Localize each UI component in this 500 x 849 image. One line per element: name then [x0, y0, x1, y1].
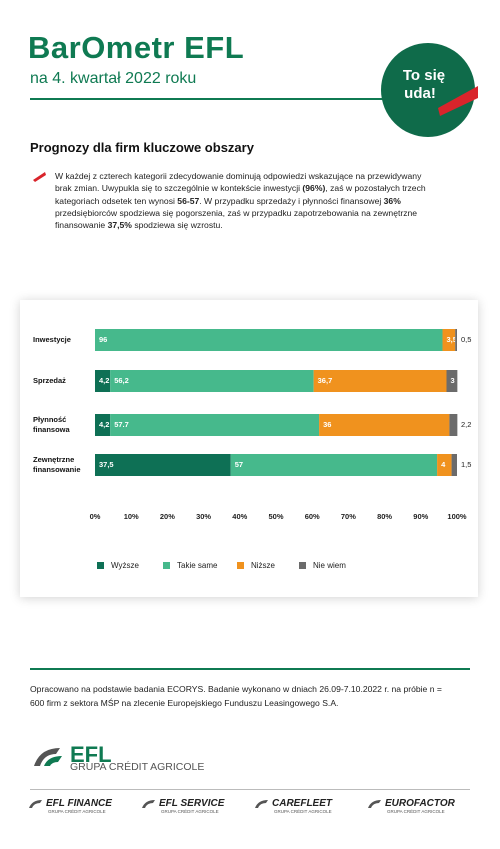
paragraph-text: przedsiębiorców spodziewa się pogorszeni…: [55, 207, 418, 231]
paragraph-text: spodziewa się wzrostu.: [131, 220, 223, 231]
paragraph-text: , zaś w pozostałych trzech kategoriach o…: [55, 183, 426, 206]
paragraph-bold: 56-57: [177, 195, 200, 206]
badge-text: uda!: [404, 85, 436, 102]
x-tick-label: 30%: [196, 512, 211, 521]
bar-segment: [110, 370, 314, 392]
bar-segment: [95, 370, 111, 392]
chart: 0% 10% 20% 30% 40% 50% 60% 70% 80% 90% 100% 96 3,5 0,…: [90, 329, 471, 570]
brand-name: CAREFLEET: [272, 798, 332, 809]
x-tick-label: 0%: [90, 512, 101, 521]
value-label: 1,5: [461, 460, 471, 469]
value-label: 57.7: [114, 420, 129, 429]
legend-label: Wyższe: [111, 561, 139, 570]
bar-segment: [451, 454, 457, 476]
x-tick-label: 100%: [447, 512, 467, 521]
bar-segment: [449, 414, 458, 436]
subtitle: na 4. kwartał 2022 roku: [30, 70, 197, 87]
x-tick-label: 80%: [377, 512, 392, 521]
brand: EFL SERVICE GRUPA CRÉDIT AGRICOLE: [141, 798, 251, 814]
value-label: 4,2: [99, 376, 109, 385]
divider: [30, 668, 470, 670]
legend-marker: [97, 562, 104, 569]
bar-segment: [110, 414, 320, 436]
brand: CAREFLEET GRUPA CRÉDIT AGRICOLE: [254, 798, 364, 814]
accent: [33, 172, 46, 182]
category-label: Inwestycje: [33, 335, 71, 344]
x-tick-label: 70%: [341, 512, 356, 521]
category-label: Płynność finansowa: [33, 415, 70, 434]
title: BarOmetr EFL: [28, 30, 245, 65]
value-label: 36: [323, 420, 331, 429]
paragraph-bold: 36%: [383, 195, 401, 206]
legend-label: Takie same: [177, 561, 218, 570]
value-label: 56,2: [114, 376, 129, 385]
note: Opracowano na podstawie badania ECORYS. …: [30, 684, 442, 708]
legend-marker: [299, 562, 306, 569]
legend-marker: [237, 562, 244, 569]
paragraph-text: W każdej z czterech kategorii zdecydowan…: [55, 171, 422, 194]
brand-name: EUROFACTOR: [385, 798, 455, 809]
paragraph-bold: (96%): [302, 183, 326, 194]
chart-card: 0% 10% 20% 30% 40% 50% 60% 70% 80% 90% 100% 96 3,5 0,…: [20, 300, 478, 597]
paragraph-bold: 37,5%: [107, 220, 132, 231]
bar-segment: [455, 329, 457, 351]
brand: EFL FINANCE GRUPA CRÉDIT AGRICOLE: [28, 798, 138, 814]
value-label: 36,7: [318, 376, 333, 385]
bar-segment: [95, 329, 443, 351]
value-label: 2,2: [461, 420, 471, 429]
x-tick-label: 60%: [305, 512, 320, 521]
logo: EFL: [70, 742, 112, 767]
legend-label: Nie wiem: [313, 561, 346, 570]
bar-segment: [95, 454, 231, 476]
badge: To się uda!: [381, 43, 478, 137]
x-tick-label: 50%: [268, 512, 283, 521]
category-label: Zewnętrzne finansowanie: [33, 455, 81, 474]
bar-segment: [446, 370, 458, 392]
bar-segment: [437, 454, 452, 476]
brand-sub: GRUPA CRÉDIT AGRICOLE: [161, 809, 219, 814]
paragraph-text: . W przypadku sprzedaży i płynności fina…: [199, 195, 384, 206]
legend-marker: [163, 562, 170, 569]
value-label: 0,5: [461, 335, 471, 344]
bar-segment: [442, 329, 456, 351]
value-label: 4,2: [99, 420, 109, 429]
value-label: 37,5: [99, 460, 114, 469]
value-label: 96: [99, 335, 107, 344]
logo-subtitle: GRUPA CRÉDIT AGRICOLE: [70, 761, 205, 773]
paragraph: W każdej z czterech kategorii zdecydowan…: [55, 170, 435, 231]
brand-name: EFL SERVICE: [159, 798, 225, 809]
brand: EUROFACTOR GRUPA CRÉDIT AGRICOLE: [367, 798, 477, 814]
value-label: 3,5: [447, 335, 457, 344]
value-label: 3: [451, 376, 455, 385]
bar-segment: [230, 454, 438, 476]
value-label: 57: [235, 460, 243, 469]
bar-segment: [313, 370, 447, 392]
brand-sub: GRUPA CRÉDIT AGRICOLE: [48, 809, 106, 814]
x-tick-label: 40%: [232, 512, 247, 521]
divider: [30, 789, 470, 790]
divider: [30, 98, 383, 100]
brand-sub: GRUPA CRÉDIT AGRICOLE: [387, 809, 445, 814]
x-tick-label: 90%: [413, 512, 428, 521]
category-label: Sprzedaż: [33, 376, 66, 385]
value-label: 4: [441, 460, 446, 469]
bar-segment: [95, 414, 111, 436]
badge-text: To się: [403, 67, 445, 84]
legend-label: Niższe: [251, 561, 276, 570]
brand-name: EFL FINANCE: [46, 798, 112, 809]
bar-segment: [319, 414, 450, 436]
x-tick-label: 20%: [160, 512, 175, 521]
logo-icon: [34, 748, 62, 766]
x-tick-label: 10%: [124, 512, 139, 521]
brand-sub: GRUPA CRÉDIT AGRICOLE: [274, 809, 332, 814]
section-title: Prognozy dla firm kluczowe obszary: [30, 140, 254, 155]
